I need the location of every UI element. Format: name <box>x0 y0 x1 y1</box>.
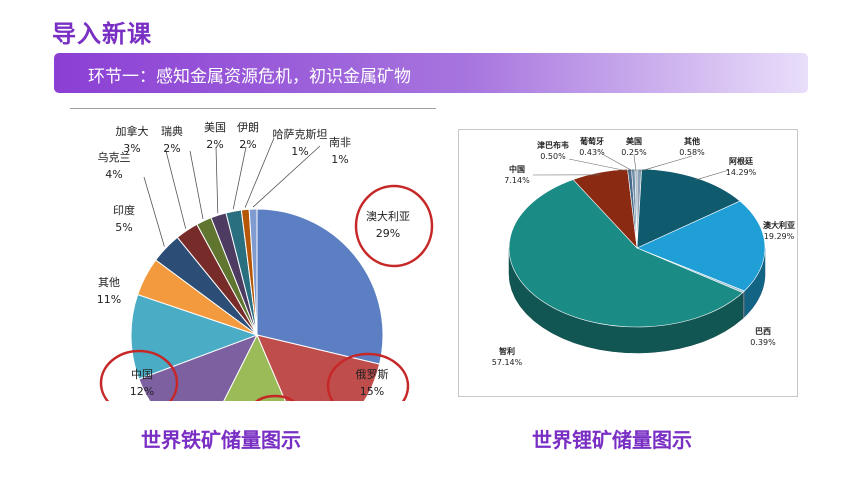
lithium-name-slice-6: 津巴布韦 <box>537 140 569 150</box>
iron-pie-slice-12 <box>248 208 258 336</box>
iron-value-slice-6: 4% <box>105 168 122 181</box>
iron-name-slice-5: 印度 <box>113 203 135 217</box>
iron-leader-slice-10 <box>232 146 247 210</box>
iron-pie-slice-2 <box>223 333 286 401</box>
iron-value-slice-4: 11% <box>97 293 121 306</box>
iron-value-slice-11: 1% <box>291 145 308 158</box>
lithium-leader-slice-0 <box>639 155 693 172</box>
iron-name-slice-10: 伊朗 <box>237 121 259 134</box>
lithium-leader-slice-8 <box>633 154 637 172</box>
lithium-name-slice-5: 中国 <box>509 164 525 174</box>
lithium-ore-pie-chart: 其他 0.58% 阿根廷 14.29% 澳大利亚 19.29% 巴西 0.39% 智利 57.14… <box>492 136 795 367</box>
lithium-value-slice-7: 0.43% <box>579 148 605 157</box>
lithium-value-slice-4: 57.14% <box>492 358 523 367</box>
lithium-name-slice-8: 美国 <box>626 136 642 146</box>
highlight-circle-3 <box>255 394 295 401</box>
iron-pie-slice-1 <box>256 334 381 401</box>
iron-chart-top-rule <box>70 108 436 109</box>
iron-leader-slice-12 <box>252 145 321 208</box>
lithium-side-slice-3 <box>742 290 745 319</box>
iron-ore-pie-chart: 澳大利亚 29% 俄罗斯 15% 中国 12% 其他 11% 印度 5% 乌克兰 4% 加拿大 3% 瑞典 2… <box>97 121 434 401</box>
lithium-name-slice-7: 葡萄牙 <box>579 136 604 146</box>
iron-value-slice-8: 2% <box>163 142 180 155</box>
iron-value-slice-10: 2% <box>239 138 256 151</box>
lithium-value-slice-0: 0.58% <box>679 148 705 157</box>
lithium-name-slice-0: 其他 <box>684 136 700 146</box>
lithium-leader-slice-6 <box>568 158 630 172</box>
iron-name-slice-0: 澳大利亚 <box>366 209 410 223</box>
iron-name-slice-6: 乌克兰 <box>98 150 131 164</box>
iron-name-slice-11: 哈萨克斯坦 <box>273 127 328 141</box>
lithium-pie-slice-1 <box>636 168 741 249</box>
section-title: 导入新课 <box>52 20 152 48</box>
iron-pie-slice-3 <box>138 334 259 401</box>
iron-name-slice-9: 美国 <box>204 121 226 134</box>
lithium-value-slice-3: 0.39% <box>750 338 776 347</box>
lithium-value-slice-2: 19.29% <box>764 232 795 241</box>
lithium-leader-slice-7 <box>603 154 634 172</box>
lithium-value-slice-5: 7.14% <box>504 176 530 185</box>
lithium-value-slice-8: 0.25% <box>621 148 647 157</box>
highlight-circle-1 <box>99 349 179 401</box>
iron-name-slice-1: 俄罗斯 <box>356 368 389 381</box>
iron-leader-slice-6 <box>143 176 165 247</box>
iron-name-slice-7: 加拿大 <box>116 124 149 138</box>
iron-leader-slice-9 <box>215 146 219 214</box>
lithium-name-slice-3: 巴西 <box>755 327 771 336</box>
section-banner: 环节一：感知金属资源危机，初识金属矿物 <box>54 53 808 93</box>
iron-value-slice-0: 29% <box>376 227 400 240</box>
highlight-circle-0 <box>354 184 434 268</box>
iron-leader-slice-8 <box>189 150 204 219</box>
iron-leader-slice-7 <box>165 150 187 229</box>
iron-name-slice-4: 其他 <box>98 276 120 289</box>
lithium-name-slice-4: 智利 <box>499 346 515 356</box>
iron-name-slice-3: 中国 <box>131 368 153 381</box>
lithium-chart-panel: 其他 0.58% 阿根廷 14.29% 澳大利亚 19.29% 巴西 0.39% 智利 57.14… <box>458 129 798 397</box>
iron-name-slice-12: 南非 <box>329 136 351 149</box>
lithium-name-slice-1: 阿根廷 <box>729 156 754 166</box>
iron-value-slice-1: 15% <box>360 385 384 398</box>
iron-chart-caption: 世界铁矿储量图示 <box>141 428 301 452</box>
iron-name-slice-8: 瑞典 <box>161 124 183 138</box>
iron-pie-slice-0 <box>256 208 384 365</box>
iron-value-slice-3: 12% <box>130 385 154 398</box>
iron-value-slice-9: 2% <box>206 138 223 151</box>
iron-value-slice-7: 3% <box>123 142 140 155</box>
highlight-circle-2 <box>326 352 410 401</box>
lithium-chart-caption: 世界锂矿储量图示 <box>532 428 692 452</box>
iron-leader-slice-11 <box>244 137 275 208</box>
lithium-pie-slice-2 <box>636 200 766 292</box>
lithium-value-slice-1: 14.29% <box>726 168 757 177</box>
lithium-value-slice-6: 0.50% <box>540 152 566 161</box>
banner-text: 环节一：感知金属资源危机，初识金属矿物 <box>88 67 411 87</box>
lithium-leader-slice-1 <box>694 169 730 181</box>
iron-value-slice-12: 1% <box>331 153 348 166</box>
lithium-pie-slice-4 <box>508 179 744 328</box>
iron-value-slice-5: 5% <box>115 221 132 234</box>
lithium-name-slice-2: 澳大利亚 <box>763 220 795 230</box>
